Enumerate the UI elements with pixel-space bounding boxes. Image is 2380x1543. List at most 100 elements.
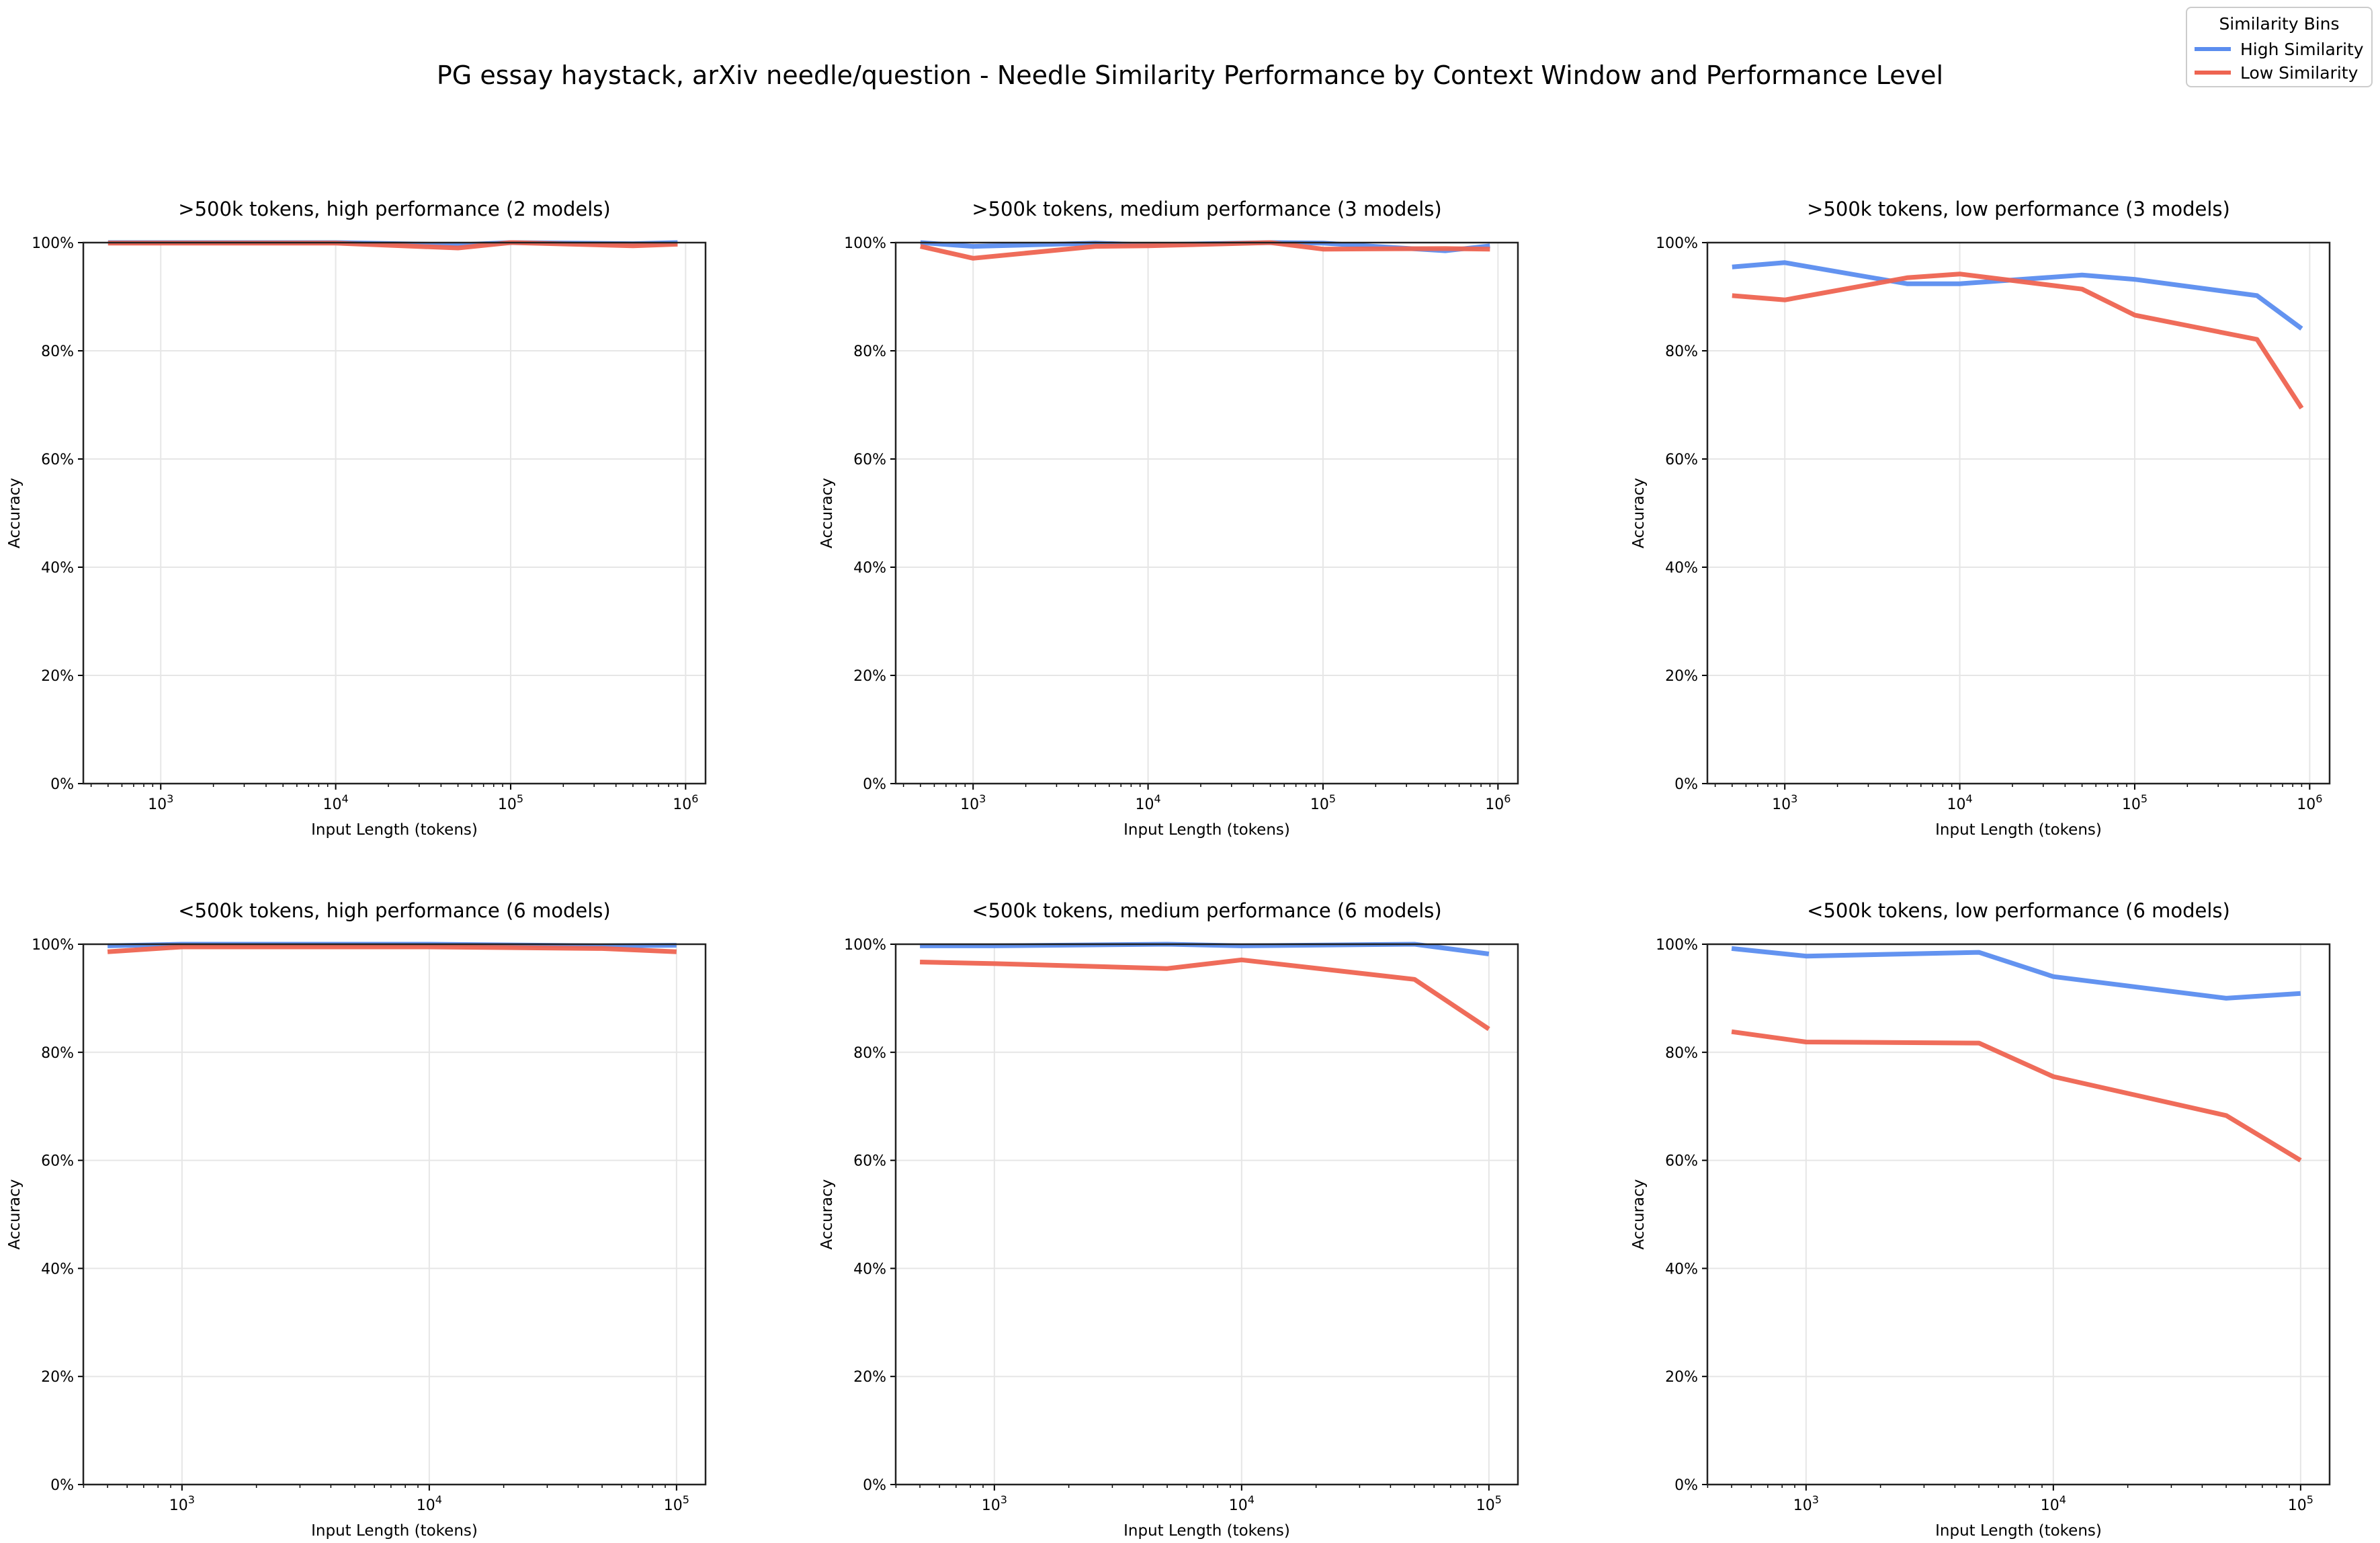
series-line-low-similarity (920, 240, 1490, 261)
axes-frame (894, 943, 1519, 1486)
x-tick-label: 103 (1772, 792, 1797, 813)
y-tick-label: 40% (853, 1261, 886, 1278)
subplot-3: 0% 20% 40% 60% 80% 100% 103 104 105 106 >500k toke… (1630, 198, 2331, 839)
x-tick-label: 103 (169, 1493, 195, 1514)
y-tick-label: 60% (1665, 452, 1698, 468)
subplot-1: 0% 20% 40% 60% 80% 100% 103 104 105 106 >500k toke… (6, 198, 707, 839)
subplots-grid: 0% 20% 40% 60% 80% 100% 103 104 105 106 >500k toke… (6, 198, 2331, 1540)
subplot-2: 0% 20% 40% 60% 80% 100% 103 104 105 106 >500k toke… (818, 198, 1519, 839)
y-axis-label: Accuracy (1630, 1179, 1648, 1249)
x-tick-label: 103 (148, 792, 173, 813)
y-tick-label: 40% (1665, 560, 1698, 577)
y-tick-label: 100% (32, 235, 74, 252)
y-tick-label: 80% (853, 1045, 886, 1062)
legend-label-low-similarity: Low Similarity (2240, 63, 2358, 83)
y-axis-label: Accuracy (818, 1179, 836, 1249)
x-tick-label: 104 (2041, 1493, 2066, 1514)
legend-label-high-similarity: High Similarity (2240, 40, 2364, 59)
x-tick-label: 104 (417, 1493, 442, 1514)
y-tick-label: 40% (41, 1261, 74, 1278)
y-tick-label: 0% (1674, 776, 1698, 793)
x-tick-label: 105 (2288, 1493, 2313, 1514)
subplot-6: 0% 20% 40% 60% 80% 100% 103 104 105 <500k tokens,… (1630, 899, 2331, 1540)
y-tick-label: 80% (41, 1045, 74, 1062)
y-tick-label: 100% (844, 235, 886, 252)
legend-frame (2186, 7, 2373, 87)
x-axis-label: Input Length (tokens) (1123, 821, 1290, 839)
series-line-low-similarity (1732, 272, 2304, 410)
y-tick-label: 100% (1656, 937, 1698, 954)
y-tick-label: 80% (41, 343, 74, 360)
legend-title: Similarity Bins (2219, 14, 2339, 34)
subplot-title: <500k tokens, low performance (6 models) (1807, 899, 2230, 922)
y-tick-label: 0% (1674, 1477, 1698, 1494)
y-axis-label: Accuracy (818, 478, 836, 548)
y-tick-label: 20% (853, 1369, 886, 1386)
x-tick-label: 105 (2122, 792, 2148, 813)
series-line-high-similarity (1731, 946, 2301, 1001)
series-line-low-similarity (920, 957, 1490, 1032)
y-axis-label: Accuracy (6, 478, 24, 548)
subplot-title: >500k tokens, high performance (2 models… (178, 198, 610, 220)
y-tick-label: 80% (1665, 1045, 1698, 1062)
x-tick-label: 104 (1229, 1493, 1255, 1514)
x-tick-label: 103 (982, 1493, 1007, 1514)
subplot-title: <500k tokens, medium performance (6 mode… (972, 899, 1441, 922)
x-tick-label: 106 (1485, 792, 1511, 813)
legend: Similarity Bins High Similarity Low Simi… (2186, 7, 2373, 87)
subplot-title: >500k tokens, low performance (3 models) (1807, 198, 2230, 220)
y-tick-label: 20% (853, 668, 886, 685)
axes-frame (82, 241, 707, 785)
x-axis-label: Input Length (tokens) (1123, 1522, 1290, 1540)
subplot-title: >500k tokens, medium performance (3 mode… (972, 198, 1441, 220)
x-tick-label: 103 (960, 792, 986, 813)
axes-frame (1706, 241, 2331, 785)
x-tick-label: 104 (1947, 792, 1972, 813)
x-axis-label: Input Length (tokens) (1935, 1522, 2102, 1540)
x-tick-label: 104 (323, 792, 348, 813)
x-axis-label: Input Length (tokens) (1935, 821, 2102, 839)
y-tick-label: 100% (32, 937, 74, 954)
y-axis-label: Accuracy (1630, 478, 1648, 548)
series-line-low-similarity (1731, 1029, 2302, 1163)
y-tick-label: 60% (41, 1153, 74, 1170)
subplot-4: 0% 20% 40% 60% 80% 100% 103 104 105 <500k tokens,… (6, 899, 707, 1540)
x-tick-label: 105 (1476, 1493, 1502, 1514)
y-tick-label: 100% (1656, 235, 1698, 252)
x-tick-label: 105 (664, 1493, 689, 1514)
x-tick-label: 106 (673, 792, 698, 813)
y-tick-label: 100% (844, 937, 886, 954)
x-tick-label: 105 (1310, 792, 1336, 813)
y-tick-label: 20% (41, 668, 74, 685)
y-tick-label: 60% (41, 452, 74, 468)
y-tick-label: 80% (1665, 343, 1698, 360)
x-tick-label: 105 (498, 792, 523, 813)
y-tick-label: 40% (1665, 1261, 1698, 1278)
y-tick-label: 0% (863, 776, 886, 793)
y-tick-label: 80% (853, 343, 886, 360)
y-tick-label: 60% (853, 1153, 886, 1170)
x-axis-label: Input Length (tokens) (311, 821, 478, 839)
subplot-title: <500k tokens, high performance (6 models… (178, 899, 610, 922)
y-tick-label: 40% (853, 560, 886, 577)
axes-frame (82, 943, 707, 1486)
y-tick-label: 0% (50, 776, 74, 793)
y-tick-label: 40% (41, 560, 74, 577)
axes-frame (1706, 943, 2331, 1486)
series-line-low-similarity (107, 944, 677, 954)
y-tick-label: 60% (853, 452, 886, 468)
y-tick-label: 20% (1665, 668, 1698, 685)
axes-frame (894, 241, 1519, 785)
x-tick-label: 104 (1135, 792, 1160, 813)
figure-title: PG essay haystack, arXiv needle/question… (437, 60, 1943, 90)
y-tick-label: 0% (863, 1477, 886, 1494)
x-tick-label: 106 (2297, 792, 2322, 813)
y-tick-label: 20% (41, 1369, 74, 1386)
x-tick-label: 103 (1793, 1493, 1819, 1514)
y-axis-label: Accuracy (6, 1179, 24, 1249)
subplot-5: 0% 20% 40% 60% 80% 100% 103 104 105 <500k tokens,… (818, 899, 1519, 1540)
x-axis-label: Input Length (tokens) (311, 1522, 478, 1540)
y-tick-label: 20% (1665, 1369, 1698, 1386)
